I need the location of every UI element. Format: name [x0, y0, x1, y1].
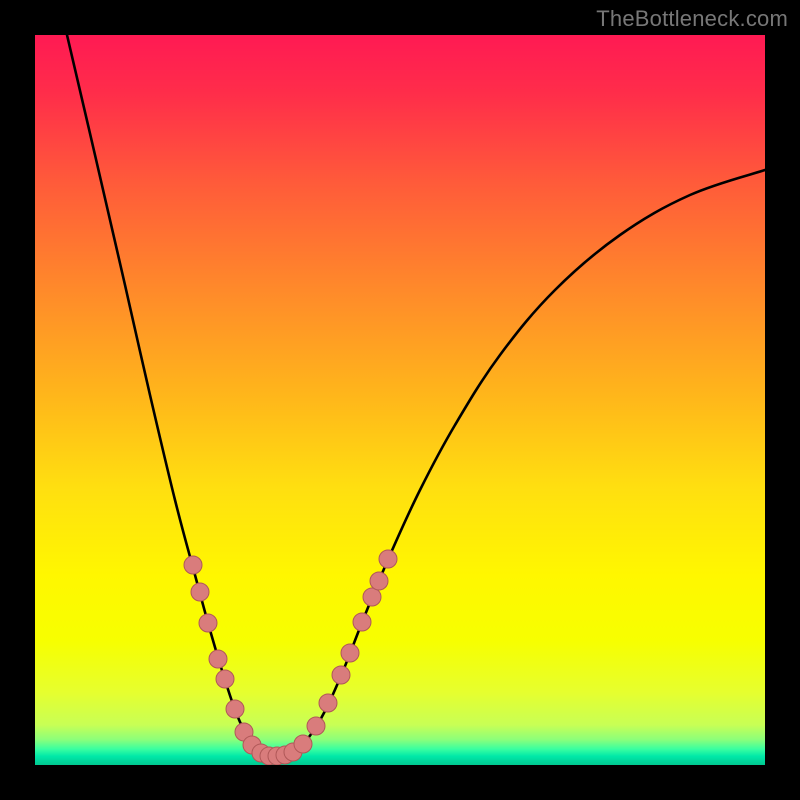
- data-marker: [216, 670, 234, 688]
- data-marker: [319, 694, 337, 712]
- data-marker: [209, 650, 227, 668]
- data-marker: [199, 614, 217, 632]
- plot-area: [35, 35, 765, 765]
- data-marker: [226, 700, 244, 718]
- data-marker: [191, 583, 209, 601]
- data-marker: [332, 666, 350, 684]
- data-marker: [184, 556, 202, 574]
- data-marker: [370, 572, 388, 590]
- data-marker: [363, 588, 381, 606]
- chart-svg: [35, 35, 765, 765]
- watermark-text: TheBottleneck.com: [596, 6, 788, 32]
- data-marker: [379, 550, 397, 568]
- data-marker: [307, 717, 325, 735]
- data-marker: [294, 735, 312, 753]
- gradient-background: [35, 35, 765, 765]
- chart-frame: TheBottleneck.com: [0, 0, 800, 800]
- data-marker: [341, 644, 359, 662]
- data-marker: [353, 613, 371, 631]
